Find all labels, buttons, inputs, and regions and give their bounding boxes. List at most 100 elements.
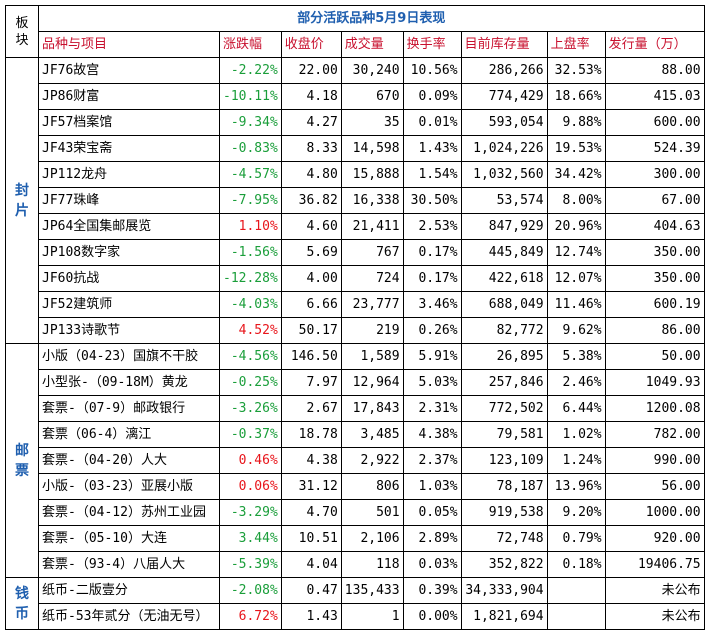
cell-inventory: 847,929 (460, 213, 548, 240)
cell-turnover-rate: 4.38% (402, 421, 462, 448)
cell-change: 0.06% (219, 473, 282, 500)
group-label-text: 钱 币 (15, 585, 29, 622)
cell-issue-volume: 未公布 (604, 603, 705, 630)
cell-close-price: 50.17 (280, 317, 342, 344)
table-row: 套票-（05-10）大连 3.44% 10.51 2,106 2.89% 72,748 0.… (6, 525, 705, 552)
cell-inventory: 257,846 (460, 369, 548, 396)
cell-name: 套票-（93-4）八届人大 (38, 551, 220, 578)
cell-change: -3.29% (219, 499, 282, 526)
cell-listing-rate: 2.46% (546, 369, 606, 396)
table-row: JP64全国集邮展览 1.10% 4.60 21,411 2.53% 847,929 20.… (6, 213, 705, 240)
cell-turnover-rate: 1.43% (402, 135, 462, 162)
cell-turnover-rate: 1.54% (402, 161, 462, 188)
cell-listing-rate: 9.62% (546, 317, 606, 344)
cell-name: 套票-（05-10）大连 (38, 525, 220, 552)
cell-change: 0.46% (219, 447, 282, 474)
table-row: JF52建筑师 -4.03% 6.66 23,777 3.46% 688,049 11.46… (6, 291, 705, 318)
cell-volume: 35 (340, 109, 404, 136)
header-listing-rate: 上盘率 (546, 31, 606, 58)
cell-issue-volume: 88.00 (604, 57, 705, 84)
group-label-text: 邮 票 (15, 442, 29, 479)
cell-turnover-rate: 5.03% (402, 369, 462, 396)
table-row: 纸币-53年贰分（无油无号） 6.72% 1.43 1 0.00% 1,821,694 未公… (6, 603, 705, 630)
cell-turnover-rate: 0.00% (402, 603, 462, 630)
cell-close-price: 18.78 (280, 421, 342, 448)
cell-turnover-rate: 1.03% (402, 473, 462, 500)
cell-issue-volume: 782.00 (604, 421, 705, 448)
cell-volume: 670 (340, 83, 404, 110)
cell-name: JP64全国集邮展览 (38, 213, 220, 240)
cell-issue-volume: 600.19 (604, 291, 705, 318)
cell-close-price: 36.82 (280, 187, 342, 214)
cell-volume: 135,433 (340, 577, 404, 604)
cell-close-price: 4.04 (280, 551, 342, 578)
cell-close-price: 8.33 (280, 135, 342, 162)
cell-listing-rate: 9.88% (546, 109, 606, 136)
cell-turnover-rate: 5.91% (402, 343, 462, 370)
cell-change: -0.37% (219, 421, 282, 448)
cell-listing-rate: 1.24% (546, 447, 606, 474)
cell-close-price: 7.97 (280, 369, 342, 396)
cell-turnover-rate: 0.17% (402, 265, 462, 292)
cell-close-price: 5.69 (280, 239, 342, 266)
cell-inventory: 1,024,226 (460, 135, 548, 162)
cell-change: -7.95% (219, 187, 282, 214)
cell-name: 小型张-（09-18M）黄龙 (38, 369, 220, 396)
table-row: 小型张-（09-18M）黄龙 -0.25% 7.97 12,964 5.03% 257,8… (6, 369, 705, 396)
table-row: 钱 币纸币-二版壹分 -2.08% 0.47 135,433 0.39% 34,333,9… (5, 577, 705, 630)
cell-inventory: 34,333,904 (460, 577, 548, 604)
cell-listing-rate: 19.53% (546, 135, 606, 162)
cell-change: -9.34% (219, 109, 282, 136)
cell-inventory: 1,821,694 (460, 603, 548, 630)
cell-turnover-rate: 0.01% (402, 109, 462, 136)
header-volume: 成交量 (340, 31, 404, 58)
cell-inventory: 26,895 (460, 343, 548, 370)
cell-issue-volume: 600.00 (604, 109, 705, 136)
cell-volume: 118 (340, 551, 404, 578)
cell-close-price: 10.51 (280, 525, 342, 552)
cell-name: JF60抗战 (38, 265, 220, 292)
cell-volume: 806 (340, 473, 404, 500)
cell-issue-volume: 350.00 (604, 265, 705, 292)
header-close: 收盘价 (280, 31, 342, 58)
cell-turnover-rate: 0.03% (402, 551, 462, 578)
cell-issue-volume: 56.00 (604, 473, 705, 500)
table-row: JP112龙舟 -4.57% 4.80 15,888 1.54% 1,032,560 34.… (6, 161, 705, 188)
cell-inventory: 919,538 (460, 499, 548, 526)
group-label: 封 片 (5, 57, 39, 344)
cell-volume: 17,843 (340, 395, 404, 422)
cell-name: JF76故宫 (38, 57, 220, 84)
cell-close-price: 4.27 (280, 109, 342, 136)
cell-name: 小版（04-23）国旗不干胶 (38, 343, 220, 370)
cell-change: -2.08% (219, 577, 282, 604)
cell-volume: 724 (340, 265, 404, 292)
cell-change: -3.26% (219, 395, 282, 422)
cell-close-price: 146.50 (280, 343, 342, 370)
header-change: 涨跌幅 (219, 31, 282, 58)
cell-listing-rate (546, 603, 606, 630)
cell-name: JP112龙舟 (38, 161, 220, 188)
cell-change: -1.56% (219, 239, 282, 266)
cell-inventory: 79,581 (460, 421, 548, 448)
cell-name: JP86财富 (38, 83, 220, 110)
cell-close-price: 2.67 (280, 395, 342, 422)
cell-listing-rate: 34.42% (546, 161, 606, 188)
cell-turnover-rate: 10.56% (402, 57, 462, 84)
cell-turnover-rate: 30.50% (402, 187, 462, 214)
board-header-label: 板 块 (15, 15, 29, 48)
cell-issue-volume: 86.00 (604, 317, 705, 344)
cell-volume: 23,777 (340, 291, 404, 318)
cell-inventory: 286,266 (460, 57, 548, 84)
cell-turnover-rate: 2.31% (402, 395, 462, 422)
header-row: 品种与项目 涨跌幅 收盘价 成交量 换手率 目前库存量 上盘率 发行量（万） (6, 31, 705, 58)
cell-turnover-rate: 0.39% (402, 577, 462, 604)
cell-inventory: 445,849 (460, 239, 548, 266)
header-name: 品种与项目 (38, 31, 220, 58)
cell-change: -4.56% (219, 343, 282, 370)
cell-change: -2.22% (219, 57, 282, 84)
header-inventory: 目前库存量 (460, 31, 548, 58)
cell-listing-rate: 32.53% (546, 57, 606, 84)
cell-volume: 2,922 (340, 447, 404, 474)
cell-close-price: 6.66 (280, 291, 342, 318)
cell-turnover-rate: 0.05% (402, 499, 462, 526)
